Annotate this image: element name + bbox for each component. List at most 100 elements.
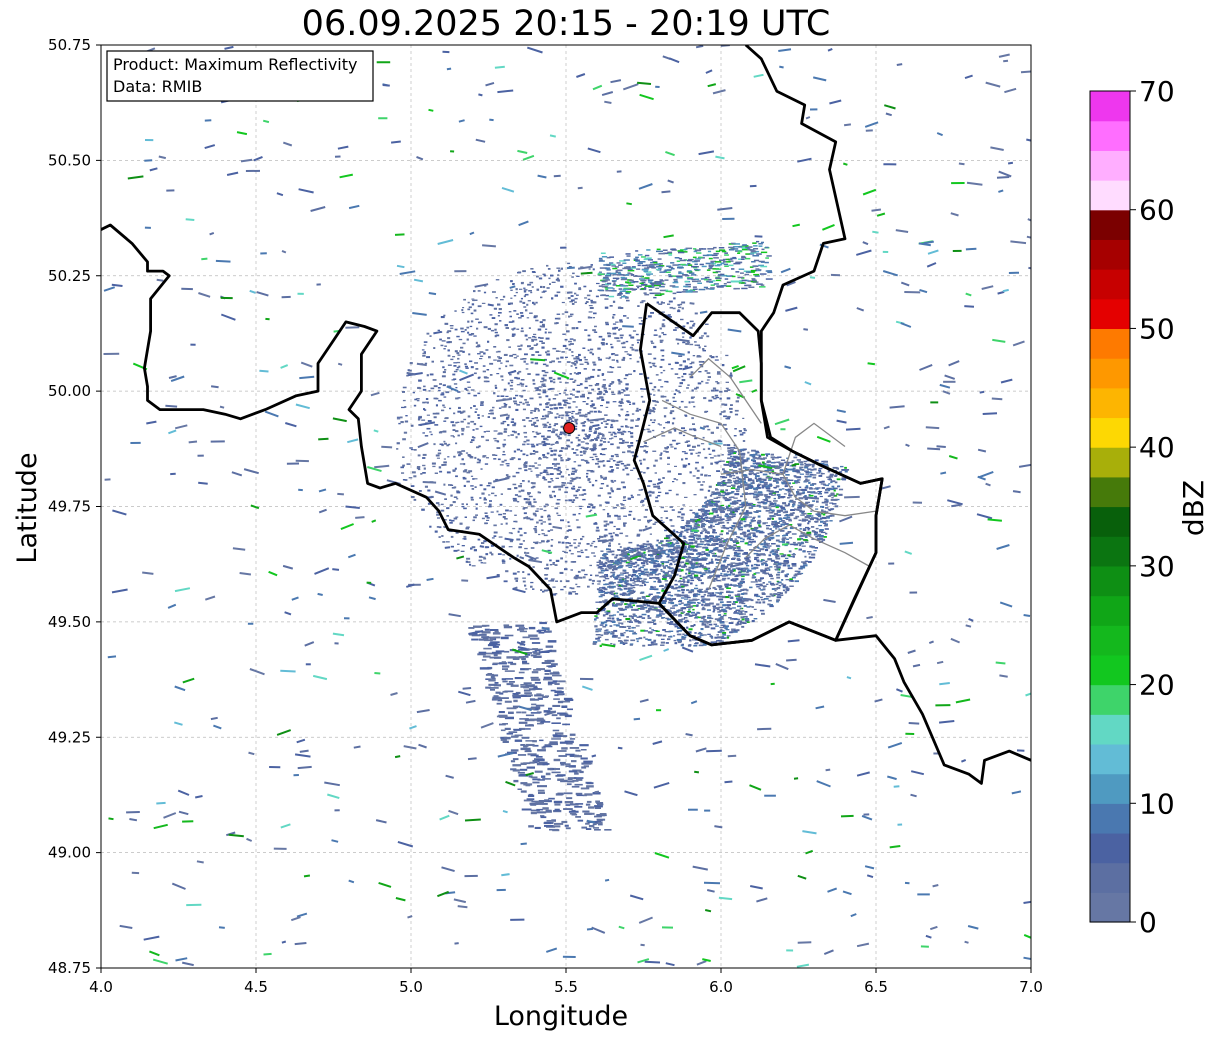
echo-pixel [600,557,603,559]
echo-pixel [576,294,579,296]
echo-pixel [769,575,773,577]
echo-pixel [516,404,521,406]
echo-pixel [740,611,743,614]
echo-pixel [708,544,713,546]
echo-pixel [532,485,536,488]
echo-pixel [766,461,770,464]
echo-pixel [590,439,594,441]
echo-pixel [686,575,690,578]
echo-pixel [592,268,595,271]
echo-pixel [735,609,738,612]
echo-pixel [650,643,654,646]
echo-pixel [453,412,456,415]
echo-pixel [437,504,441,506]
echo-pixel [593,432,597,434]
echo-pixel [593,443,597,446]
echo-pixel [525,588,528,590]
echo-pixel [554,507,559,510]
echo-pixel [717,611,721,613]
echo-pixel [652,630,658,632]
echo-pixel [603,478,607,480]
echo-pixel [703,619,707,621]
echo-pixel [665,451,669,453]
echo-pixel [777,593,781,596]
echo-pixel [574,469,578,471]
echo-pixel [753,493,758,496]
echo-pixel [735,595,740,597]
echo-pixel [437,387,441,389]
echo-pixel [454,328,458,331]
echo-pixel [518,490,521,493]
echo-pixel [756,451,760,454]
echo-pixel [765,485,770,488]
echo-pixel [718,595,723,598]
echo-pixel [684,365,688,368]
echo-pixel [494,335,497,338]
echo-pixel [749,538,755,541]
echo-pixel [606,548,610,551]
echo-pixel [396,418,401,420]
echo-pixel [628,605,632,608]
echo-pixel [793,469,798,472]
echo-pixel [515,436,518,439]
echo-pixel [788,500,793,503]
echo-pixel [560,267,563,270]
echo-pixel [628,621,633,623]
echo-pixel [658,379,662,381]
echo-pixel [611,603,614,606]
echo-pixel [630,426,634,429]
echo-pixel [703,425,706,428]
echo-pixel [693,531,698,533]
echo-pixel [692,605,697,607]
echo-pixel [760,570,766,573]
echo-pixel [741,461,745,463]
echo-pixel [820,483,825,485]
echo-pixel [618,400,623,403]
echo-pixel [661,552,664,555]
echo-pixel [409,447,413,449]
echo-pixel [572,485,575,487]
echo-pixel [661,578,667,580]
echo-pixel [773,502,776,505]
echo-pixel [694,574,699,577]
echo-pixel [669,443,673,446]
echo-pixel [396,442,400,445]
echo-pixel [756,550,761,552]
echo-pixel [563,392,566,394]
echo-pixel [698,336,703,339]
echo-pixel [818,492,822,494]
echo-pixel [713,497,718,499]
echo-pixel [710,431,714,434]
echo-pixel [694,344,698,346]
echo-pixel [707,633,711,635]
echo-pixel [515,408,519,411]
echo-pixel [493,346,497,348]
echo-pixel [784,483,788,485]
echo-pixel [759,585,764,587]
echo-pixel [701,551,706,553]
echo-pixel [514,487,518,490]
echo-pixel [443,461,447,464]
echo-pixel [712,540,718,543]
echo-pixel [816,538,822,541]
echo-pixel [679,364,683,367]
echo-pixel [545,406,549,408]
echo-pixel [754,466,759,469]
echo-pixel [687,444,691,447]
echo-pixel [728,594,731,597]
echo-pixel [689,471,692,474]
echo-pixel [604,569,609,572]
echo-pixel [483,431,486,433]
echo-pixel [730,596,734,598]
echo-pixel [752,460,756,463]
echo-pixel [612,614,616,616]
echo-pixel [671,406,675,408]
echo-pixel [703,397,707,400]
echo-pixel [674,465,677,467]
echo-pixel [718,631,721,633]
echo-pixel [756,586,760,588]
echo-pixel [661,562,664,565]
echo-pixel [430,495,434,498]
echo-pixel [641,320,645,322]
echo-pixel [683,584,687,586]
